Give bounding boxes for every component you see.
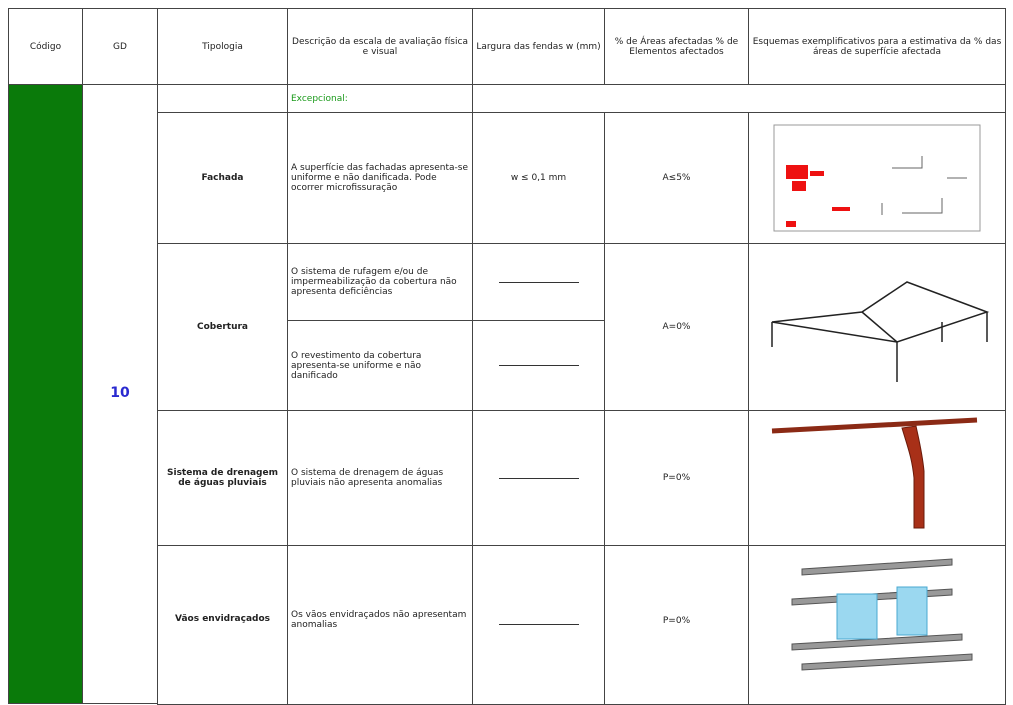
typology: Cobertura xyxy=(157,243,288,411)
scheme xyxy=(748,545,1006,705)
gd-cell: 10 xyxy=(82,84,158,704)
header-cell: Largura das fendas w (mm) xyxy=(472,8,605,85)
header-cell: Descrição da escala de avaliação física … xyxy=(287,8,473,85)
crack-width xyxy=(472,243,605,321)
header-cell: % de Áreas afectadas % de Elementos afec… xyxy=(604,8,749,85)
facade-scheme xyxy=(773,124,981,232)
window-scheme xyxy=(791,558,973,671)
description: O sistema de rufagem e/ou de impermeabil… xyxy=(287,243,473,321)
header-cell: Tipologia xyxy=(157,8,288,85)
percent: A≤5% xyxy=(604,112,749,244)
header-cell: Esquemas exemplificativos para a estimat… xyxy=(748,8,1006,85)
percent: A=0% xyxy=(604,243,749,411)
description: Os vãos envidraçados não apresentam anom… xyxy=(287,545,473,705)
scheme xyxy=(748,410,1006,546)
level-label: Excepcional: xyxy=(287,84,473,113)
page: {"header":["Código","GD","Tipologia","De… xyxy=(8,8,1006,705)
typology: Fachada xyxy=(157,112,288,244)
description: O sistema de drenagem de águas pluviais … xyxy=(287,410,473,546)
typology: Vãos envidraçados xyxy=(157,545,288,705)
crack-width xyxy=(472,320,605,411)
cell xyxy=(157,84,288,113)
header-cell: Código xyxy=(8,8,83,85)
gutter-scheme xyxy=(771,417,978,528)
cell xyxy=(472,84,1006,113)
crack-width xyxy=(472,545,605,705)
code-cell xyxy=(8,84,83,704)
percent: P=0% xyxy=(604,545,749,705)
percent: P=0% xyxy=(604,410,749,546)
header-cell: GD xyxy=(82,8,158,85)
description: A superfície das fachadas apresenta-se u… xyxy=(287,112,473,244)
scheme xyxy=(748,243,1006,411)
description: O revestimento da cobertura apresenta-se… xyxy=(287,320,473,411)
typology: Sistema de drenagem de águas pluviais xyxy=(157,410,288,546)
roof-scheme xyxy=(771,281,990,382)
crack-width: w ≤ 0,1 mm xyxy=(472,112,605,244)
scheme xyxy=(748,112,1006,244)
crack-width xyxy=(472,410,605,546)
